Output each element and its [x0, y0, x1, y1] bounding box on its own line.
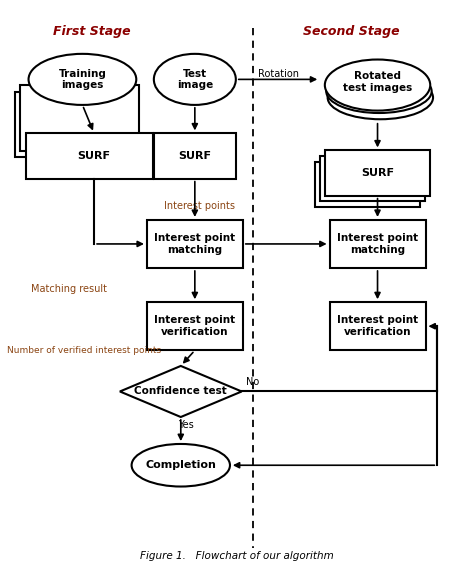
Text: Interest point
verification: Interest point verification — [154, 315, 236, 337]
Text: Figure 1.   Flowchart of our algorithm: Figure 1. Flowchart of our algorithm — [140, 551, 334, 561]
Ellipse shape — [325, 60, 430, 111]
Text: First Stage: First Stage — [53, 25, 131, 38]
Text: Number of verified interest points: Number of verified interest points — [8, 346, 162, 355]
Text: No: No — [246, 377, 260, 387]
Text: Yes: Yes — [178, 420, 193, 430]
Text: Interest point
matching: Interest point matching — [154, 233, 236, 255]
Text: Test
image: Test image — [177, 69, 213, 90]
FancyBboxPatch shape — [20, 85, 139, 151]
FancyBboxPatch shape — [329, 220, 426, 268]
Text: Interest point
matching: Interest point matching — [337, 233, 418, 255]
FancyBboxPatch shape — [325, 150, 430, 196]
FancyBboxPatch shape — [15, 92, 134, 158]
Text: Rotation: Rotation — [258, 69, 299, 79]
FancyBboxPatch shape — [147, 220, 243, 268]
Text: Interest points: Interest points — [164, 201, 235, 211]
Text: SURF: SURF — [361, 168, 394, 178]
Text: Rotated
test images: Rotated test images — [343, 72, 412, 93]
Text: SURF: SURF — [78, 151, 110, 161]
Ellipse shape — [28, 54, 137, 105]
Text: Training
images: Training images — [58, 69, 106, 90]
Polygon shape — [120, 366, 242, 417]
Ellipse shape — [132, 444, 230, 486]
Text: SURF: SURF — [178, 151, 211, 161]
Text: Completion: Completion — [146, 460, 216, 470]
Text: Confidence test: Confidence test — [135, 386, 227, 397]
FancyBboxPatch shape — [147, 302, 243, 350]
Ellipse shape — [154, 54, 236, 105]
Text: Matching result: Matching result — [31, 284, 107, 293]
Ellipse shape — [328, 76, 433, 119]
Text: ···: ··· — [27, 127, 39, 140]
FancyBboxPatch shape — [26, 134, 153, 179]
Ellipse shape — [326, 69, 432, 113]
Text: Interest point
verification: Interest point verification — [337, 315, 418, 337]
FancyBboxPatch shape — [329, 302, 426, 350]
FancyBboxPatch shape — [154, 134, 236, 179]
Text: Second Stage: Second Stage — [303, 25, 400, 38]
FancyBboxPatch shape — [315, 162, 420, 207]
FancyBboxPatch shape — [319, 156, 425, 201]
